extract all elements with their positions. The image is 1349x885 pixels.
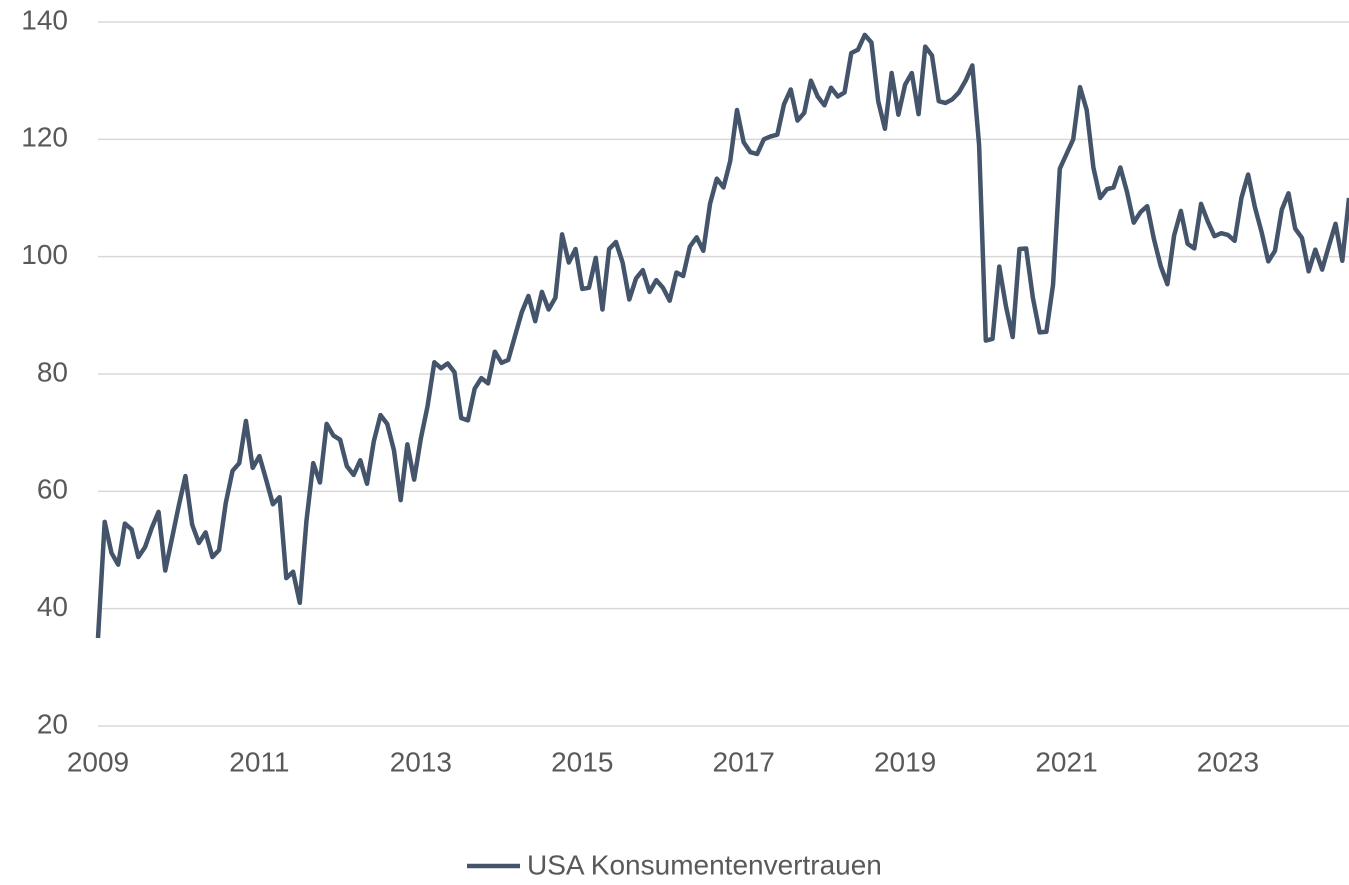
y-tick-label: 40	[37, 591, 68, 622]
y-tick-label: 80	[37, 356, 68, 387]
x-tick-label: 2019	[874, 746, 936, 777]
y-tick-label: 120	[21, 122, 68, 153]
x-tick-label: 2009	[67, 746, 129, 777]
y-tick-label: 100	[21, 239, 68, 270]
y-tick-label: 20	[37, 708, 68, 739]
x-tick-label: 2023	[1197, 746, 1259, 777]
legend-label: USA Konsumentenvertrauen	[527, 849, 882, 880]
y-tick-label: 60	[37, 474, 68, 505]
x-tick-label: 2015	[551, 746, 613, 777]
x-tick-label: 2011	[229, 746, 289, 777]
x-tick-label: 2017	[713, 746, 775, 777]
x-tick-label: 2021	[1035, 746, 1097, 777]
y-tick-label: 140	[21, 4, 68, 35]
data-line	[95, 32, 1349, 639]
x-tick-label: 2013	[390, 746, 452, 777]
